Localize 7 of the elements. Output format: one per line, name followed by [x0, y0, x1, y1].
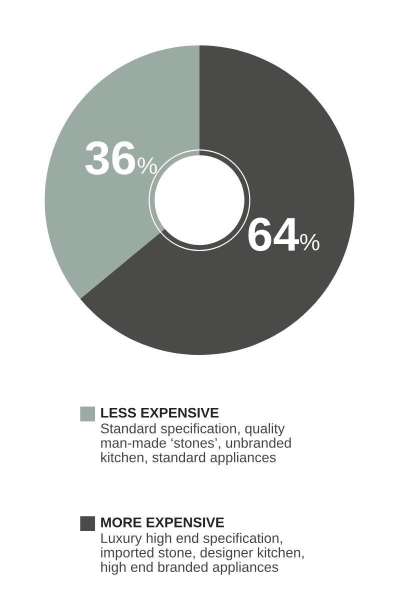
- donut-slice: [80, 45, 354, 355]
- text: Luxury high end specification, imported stone, designer kitchen, high end branded appliances: [101, 532, 304, 575]
- text: Standard specification, quality man-made ‘stones’, unbranded kitchen, standard appliances: [100, 423, 291, 466]
- data-label: 36%: [85, 141, 157, 175]
- data-label: 64%: [248, 218, 320, 252]
- legend-label: MORE EXPENSIVE: [101, 517, 224, 528]
- legend-label: LESS EXPENSIVE: [101, 408, 219, 418]
